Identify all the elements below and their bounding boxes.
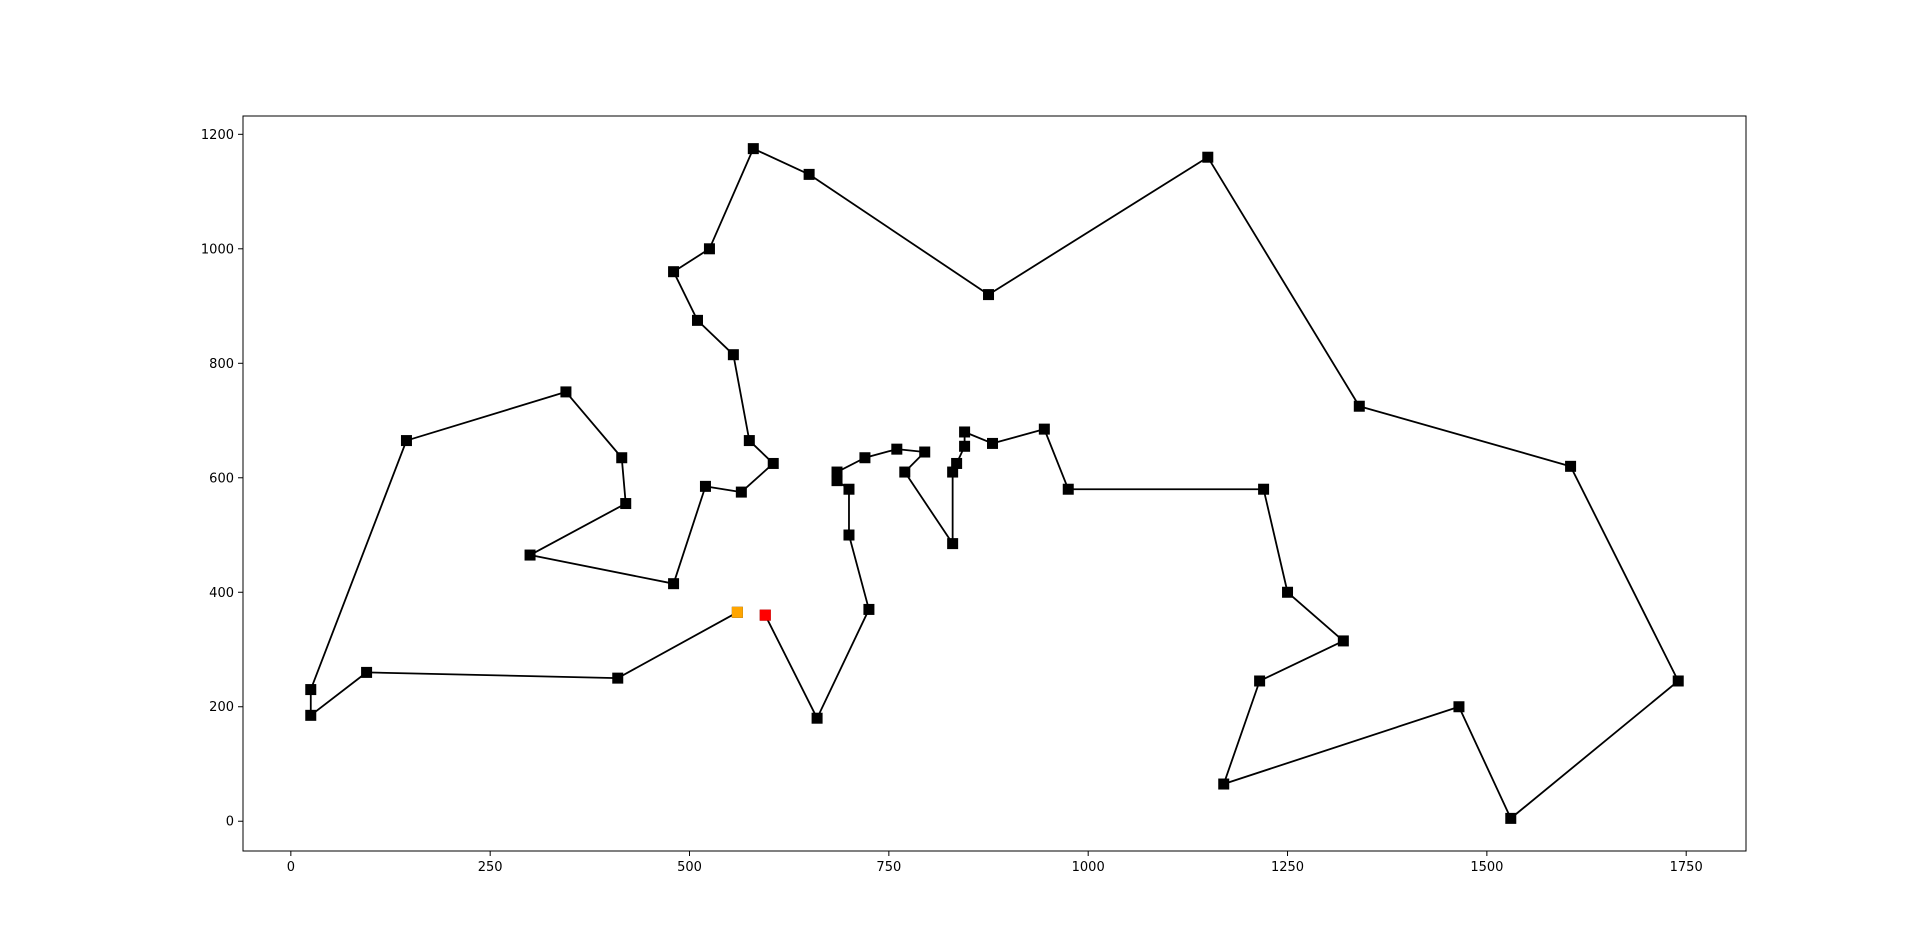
data-point-marker (767, 457, 779, 469)
data-point-marker (699, 480, 711, 492)
data-point-marker (620, 498, 632, 510)
data-point-marker (959, 440, 971, 452)
y-tick-label: 1200 (201, 128, 234, 143)
data-point-marker (947, 466, 959, 478)
data-point-marker (1218, 778, 1230, 790)
y-tick-label: 200 (209, 700, 234, 715)
y-tick-label: 800 (209, 357, 234, 372)
y-tick-label: 1000 (201, 242, 234, 257)
x-tick-label: 750 (876, 860, 901, 875)
x-tick-label: 1500 (1470, 860, 1503, 875)
x-tick-label: 500 (677, 860, 702, 875)
data-point-marker (1453, 701, 1465, 713)
data-point-marker (668, 266, 680, 278)
data-point-marker (959, 426, 971, 438)
data-point-marker (735, 486, 747, 498)
data-point-marker (743, 435, 755, 447)
data-point-marker (891, 443, 903, 455)
x-tick-label: 250 (478, 860, 503, 875)
data-point-marker (1672, 675, 1684, 687)
data-point-marker (983, 289, 995, 301)
data-point-marker (747, 143, 759, 155)
y-tick-label: 400 (209, 586, 234, 601)
axes-frame (242, 115, 1747, 852)
data-point-marker (1282, 586, 1294, 598)
data-point-marker (859, 452, 871, 464)
highlight-point-red (759, 609, 771, 621)
data-point-marker (305, 709, 317, 721)
data-point-marker (616, 452, 628, 464)
data-point-marker (831, 466, 843, 478)
x-tick-label: 1750 (1670, 860, 1703, 875)
data-point-marker (703, 243, 715, 255)
data-point-marker (951, 457, 963, 469)
series-line (309, 147, 1680, 820)
data-point-marker (803, 168, 815, 180)
data-point-marker (524, 549, 536, 561)
data-point-marker (831, 475, 843, 487)
y-tick-label: 600 (209, 471, 234, 486)
y-tick-label: 0 (226, 815, 234, 830)
x-tick-label: 0 (287, 860, 295, 875)
data-point-marker (612, 672, 624, 684)
data-point-marker (560, 386, 572, 398)
data-point-marker (843, 483, 855, 495)
data-point-marker (899, 466, 911, 478)
highlight-point-orange (731, 606, 743, 618)
x-tick-label: 1250 (1271, 860, 1304, 875)
data-point-marker (1337, 635, 1349, 647)
data-point-marker (691, 314, 703, 326)
data-point-marker (1258, 483, 1270, 495)
data-point-marker (1565, 460, 1577, 472)
data-point-marker (305, 684, 317, 696)
data-point-marker (1062, 483, 1074, 495)
plot-area (305, 143, 1684, 824)
data-point-marker (863, 603, 875, 615)
data-point-marker (811, 712, 823, 724)
data-point-marker (1202, 151, 1214, 163)
data-point-marker (1254, 675, 1266, 687)
data-point-marker (947, 538, 959, 550)
data-point-marker (668, 578, 680, 590)
data-point-marker (727, 349, 739, 361)
axes: 0 250 500 750 1000 1250 1500 1750 0 200 400 600 800 1… (201, 115, 1747, 875)
data-point-marker (1038, 423, 1050, 435)
data-point-marker (987, 437, 999, 449)
data-point-marker (843, 529, 855, 541)
x-tick-label: 1000 (1072, 860, 1105, 875)
data-point-marker (361, 666, 373, 678)
data-point-marker (400, 435, 412, 447)
data-point-marker (1353, 400, 1365, 412)
data-point-marker (1505, 812, 1517, 824)
data-point-marker (919, 446, 931, 458)
